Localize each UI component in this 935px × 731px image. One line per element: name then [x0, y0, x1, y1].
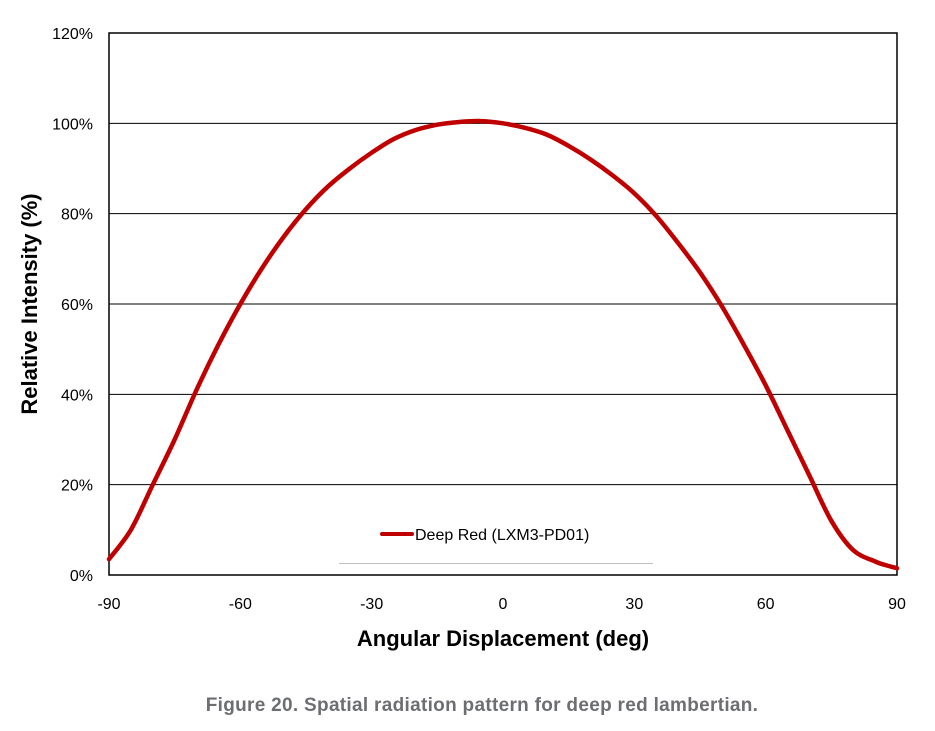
y-tick-label: 120%	[52, 26, 93, 43]
y-axis-title: Relative Intensity (%)	[17, 193, 42, 414]
x-tick-label: -90	[97, 596, 120, 613]
plot-area-frame	[108, 32, 898, 576]
x-tick-label: 0	[499, 596, 508, 613]
y-tick-label: 0%	[70, 568, 93, 585]
y-tick-label: 20%	[61, 478, 93, 495]
x-tick-label: -60	[229, 596, 252, 613]
gridlines	[109, 122, 897, 486]
x-axis-tick-labels: -90 -60 -30 0 30 60 90	[97, 596, 906, 613]
legend: Deep Red (LXM3-PD01)	[339, 527, 653, 564]
legend-label-deep-red: Deep Red (LXM3-PD01)	[415, 527, 589, 544]
x-tick-label: -30	[360, 596, 383, 613]
y-tick-label: 100%	[52, 116, 93, 133]
x-tick-label: 30	[625, 596, 643, 613]
y-tick-label: 60%	[61, 297, 93, 314]
y-axis-tick-labels: 0% 20% 40% 60% 80% 100% 120%	[52, 26, 93, 585]
x-tick-label: 90	[888, 596, 906, 613]
x-tick-label: 60	[757, 596, 775, 613]
y-tick-label: 40%	[61, 387, 93, 404]
figure-caption: Figure 20. Spatial radiation pattern for…	[206, 695, 759, 716]
series-line-deep-red	[106, 118, 900, 571]
y-tick-label: 80%	[61, 207, 93, 224]
x-axis-title: Angular Displacement (deg)	[357, 626, 649, 651]
